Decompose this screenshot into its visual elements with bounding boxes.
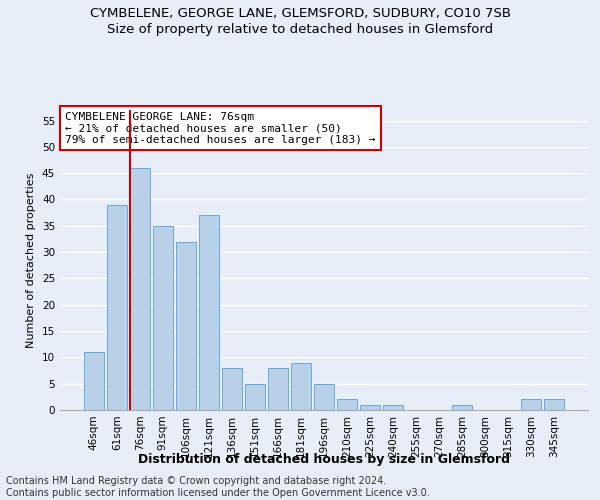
Bar (222, 368, 242, 410)
Bar (452, 404, 472, 410)
Text: Distribution of detached houses by size in Glemsford: Distribution of detached houses by size … (138, 452, 510, 466)
Bar (544, 400, 564, 410)
Bar (199, 216, 218, 410)
Bar (314, 384, 334, 410)
Text: CYMBELENE, GEORGE LANE, GLEMSFORD, SUDBURY, CO10 7SB: CYMBELENE, GEORGE LANE, GLEMSFORD, SUDBU… (89, 8, 511, 20)
Bar (130, 168, 149, 410)
Bar (84, 352, 104, 410)
Bar (360, 404, 380, 410)
Text: Size of property relative to detached houses in Glemsford: Size of property relative to detached ho… (107, 22, 493, 36)
Text: Contains HM Land Registry data © Crown copyright and database right 2024.
Contai: Contains HM Land Registry data © Crown c… (6, 476, 430, 498)
Text: CYMBELENE GEORGE LANE: 76sqm
← 21% of detached houses are smaller (50)
79% of se: CYMBELENE GEORGE LANE: 76sqm ← 21% of de… (65, 112, 376, 144)
Bar (291, 362, 311, 410)
Bar (153, 226, 173, 410)
Bar (383, 404, 403, 410)
Bar (521, 400, 541, 410)
Bar (268, 368, 288, 410)
Y-axis label: Number of detached properties: Number of detached properties (26, 172, 37, 348)
Bar (107, 204, 127, 410)
Bar (245, 384, 265, 410)
Bar (176, 242, 196, 410)
Bar (337, 400, 357, 410)
